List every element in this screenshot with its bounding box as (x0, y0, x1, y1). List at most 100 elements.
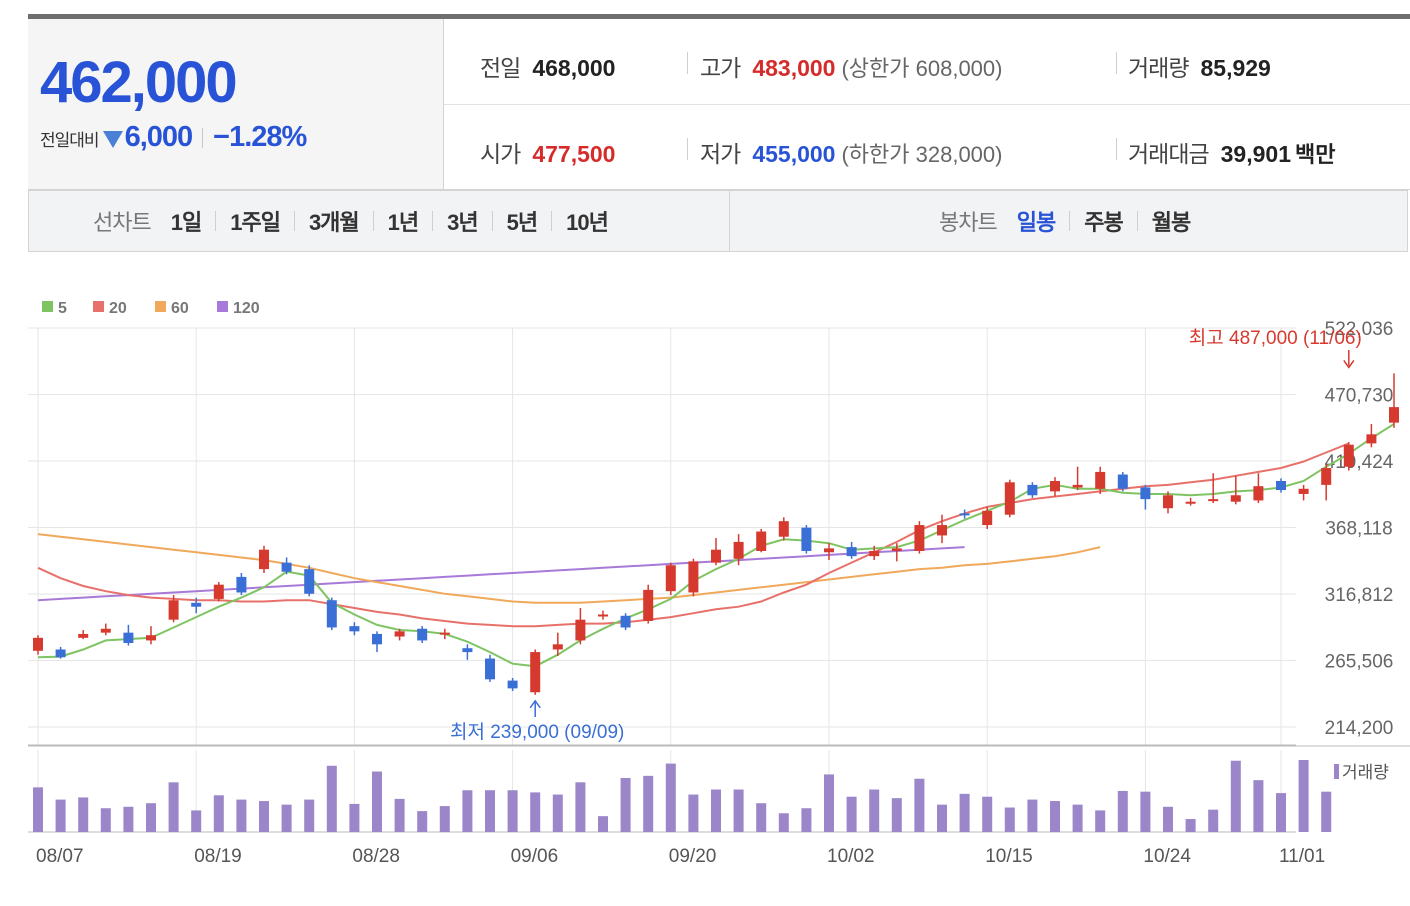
volume-bar (778, 813, 789, 832)
volume-bar (304, 799, 315, 832)
candle-down (417, 628, 428, 641)
day-low-label: 저가 (700, 141, 741, 167)
volume-bar (349, 803, 360, 832)
ma120-line (37, 546, 965, 602)
divider (1136, 211, 1138, 231)
line-period-option-3[interactable]: 1년 (387, 210, 420, 235)
candle-up (1321, 468, 1332, 485)
candle-period-option-2[interactable]: 월봉 (1151, 210, 1191, 235)
volume-bar (1095, 810, 1106, 832)
volume-bar (552, 794, 563, 832)
volume-bar (1072, 804, 1083, 832)
volume-bar (33, 787, 43, 832)
volume-bar (598, 816, 608, 832)
candle-up (937, 525, 947, 536)
open-price: 시가 477,500 (480, 135, 615, 169)
volume-bar (530, 792, 541, 832)
volume-bar (485, 790, 495, 832)
prev-close-label: 전일 (480, 55, 521, 81)
line-period-option-2[interactable]: 3개월 (308, 210, 360, 235)
candle-up (891, 548, 902, 551)
legend-label-ma60: 60 (171, 300, 189, 317)
volume-bar (1208, 809, 1219, 832)
grid (28, 327, 1296, 832)
line-chart-title: 선차트 (93, 210, 152, 235)
candle-up (778, 521, 789, 537)
day-high-value: 483,000 (752, 55, 836, 81)
legend-swatch-ma60 (155, 301, 166, 312)
candle-down (281, 562, 292, 572)
line-period-option-1[interactable]: 1주일 (230, 210, 281, 235)
trade-amount: 거래대금 39,901 백만 (1128, 135, 1335, 169)
volume-value: 85,929 (1200, 55, 1271, 81)
x-tick-label: 08/28 (352, 846, 400, 867)
candle-down (349, 626, 360, 632)
volume-bar (372, 771, 382, 832)
volume-bar (846, 796, 857, 832)
candle-up (439, 632, 450, 635)
volume-bar (417, 811, 428, 832)
candle-up (1343, 444, 1354, 467)
y-tick-label: 265,506 (1325, 652, 1394, 673)
divider (432, 211, 434, 231)
min-price-annotation: 최저 239,000 (09/09) (450, 721, 624, 743)
candle-up (575, 619, 586, 641)
volume-bar (1004, 807, 1015, 832)
volume-bar (213, 795, 224, 832)
prev-close: 전일 468,000 (480, 49, 615, 83)
min-arrow-head-icon (529, 699, 541, 709)
volume-bar (711, 789, 721, 832)
legend-label-ma5: 5 (58, 300, 67, 317)
line-period-option-5[interactable]: 5년 (506, 210, 539, 235)
volume-bar (959, 793, 970, 832)
candle-up (530, 652, 541, 693)
candle-up (394, 631, 405, 637)
candle-up (146, 635, 156, 641)
legend-swatch-ma120 (217, 301, 228, 312)
candle-up (598, 614, 608, 617)
candle-down (485, 658, 495, 680)
x-tick-label: 10/15 (985, 846, 1033, 867)
trade-amount-value: 39,901 (1220, 141, 1291, 167)
x-tick-label: 09/06 (511, 846, 559, 867)
candle-down (620, 615, 631, 628)
candle-up (552, 644, 563, 650)
candle-down (236, 576, 247, 593)
volume-bar (1050, 801, 1060, 832)
line-period-option-4[interactable]: 3년 (447, 210, 479, 235)
volume-bar (1140, 791, 1151, 832)
volume-legend-label: 거래량 (1342, 763, 1389, 782)
volume-bar (168, 782, 179, 832)
divider (293, 211, 295, 231)
candle-period-option-0[interactable]: 일봉 (1016, 210, 1056, 235)
volume-bar (937, 804, 947, 832)
candle-chart-title: 봉차트 (939, 210, 998, 235)
line-period-option-6[interactable]: 10년 (566, 210, 609, 235)
volume-bar (146, 803, 156, 832)
volume-bar (914, 778, 925, 832)
y-tick-label: 522,036 (1325, 319, 1394, 340)
volume-bar (281, 804, 292, 832)
candle-period-option-1[interactable]: 주봉 (1084, 210, 1123, 235)
candle-down (1276, 480, 1286, 491)
volume-bar (1321, 791, 1332, 832)
candles (33, 373, 1399, 695)
x-tick-label: 11/01 (1279, 846, 1325, 867)
candle-up (1298, 488, 1309, 494)
volume-bar (756, 803, 767, 832)
ma60-line (37, 533, 1101, 604)
volume-bar (507, 790, 518, 832)
candle-down (1140, 487, 1151, 500)
candle-down (304, 569, 315, 594)
volume-bar (665, 763, 676, 832)
volume-bar (1230, 760, 1241, 832)
candle-down (507, 680, 518, 689)
candle-up (643, 589, 654, 621)
candle-down (801, 527, 812, 551)
volume-bar (1027, 799, 1038, 832)
trade-amount-unit: 백만 (1295, 142, 1336, 167)
line-period-option-0[interactable]: 1일 (170, 210, 203, 235)
current-price-box: 462,000 전일대비 6,000 −1.28% (28, 19, 444, 189)
line-chart-options: 선차트 1일 1주일 3개월 1년 3년 5년 10년 (93, 191, 609, 251)
divider (491, 211, 493, 231)
